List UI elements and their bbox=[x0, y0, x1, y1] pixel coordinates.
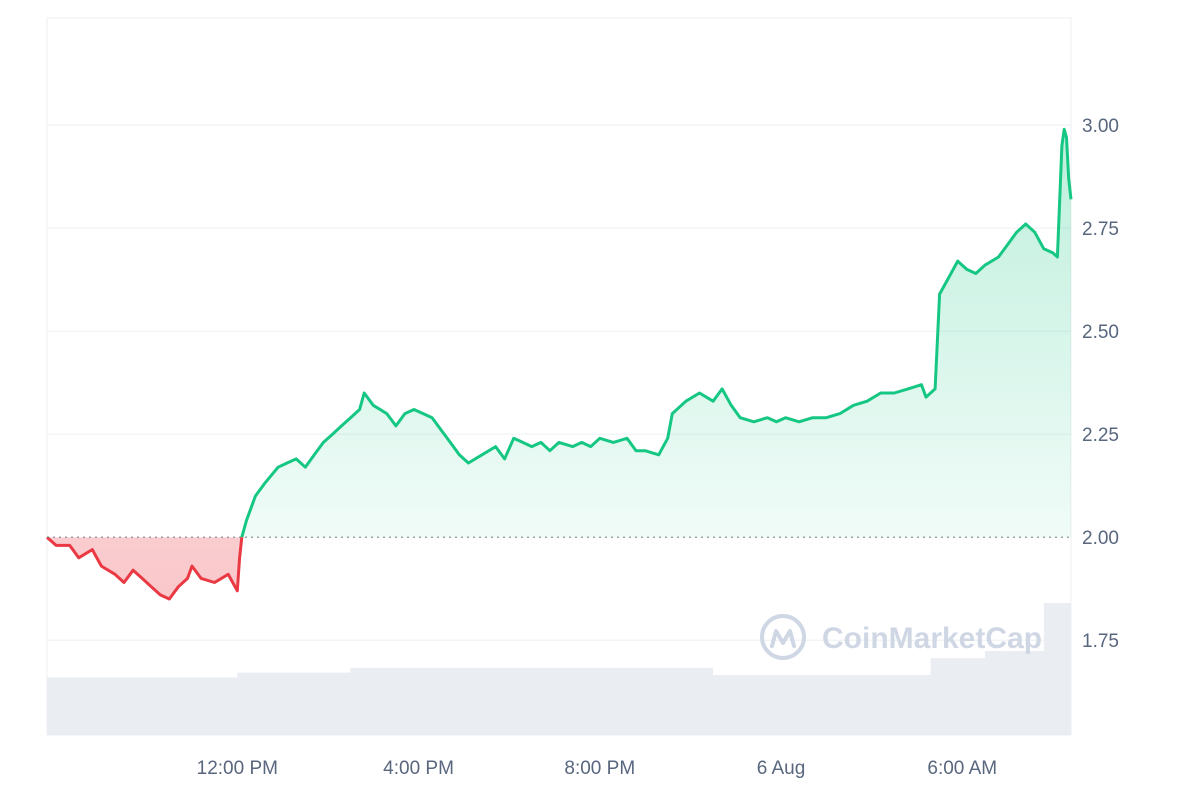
x-tick-label: 6 Aug bbox=[757, 758, 806, 779]
volume-bar bbox=[1043, 603, 1071, 735]
price-line-down bbox=[45, 537, 244, 601]
y-axis: 1.75 2.00 2.25 2.50 2.75 3.00 bbox=[1082, 116, 1119, 652]
x-tick-label: 8:00 PM bbox=[564, 758, 635, 779]
volume-bar bbox=[930, 658, 985, 735]
price-lines bbox=[45, 127, 1073, 601]
y-tick-label: 3.00 bbox=[1082, 116, 1119, 137]
y-tick-label: 2.50 bbox=[1082, 322, 1119, 343]
price-areas bbox=[47, 129, 1071, 599]
volume-bar bbox=[713, 675, 931, 735]
x-tick-label: 12:00 PM bbox=[197, 758, 278, 779]
volume-bars bbox=[47, 603, 1071, 735]
volume-bar bbox=[237, 672, 351, 735]
volume-bar bbox=[350, 667, 714, 735]
watermark: CoinMarketCap bbox=[760, 614, 1042, 660]
x-tick-label: 4:00 PM bbox=[383, 758, 454, 779]
y-tick-label: 2.75 bbox=[1082, 219, 1119, 240]
y-tick-label: 2.00 bbox=[1082, 528, 1119, 549]
area-above-baseline bbox=[47, 129, 1071, 538]
area-below-baseline bbox=[47, 537, 242, 599]
volume-bar bbox=[47, 677, 238, 735]
x-tick-label: 6:00 AM bbox=[927, 758, 997, 779]
x-axis: 12:00 PM 4:00 PM 8:00 PM 6 Aug 6:00 AM bbox=[197, 758, 997, 779]
volume-bar bbox=[984, 651, 1044, 735]
price-line-up bbox=[46, 127, 1073, 538]
y-tick-label: 1.75 bbox=[1082, 631, 1119, 652]
coinmarketcap-logo-icon bbox=[760, 614, 806, 660]
y-tick-label: 2.25 bbox=[1082, 425, 1119, 446]
watermark-text: CoinMarketCap bbox=[822, 622, 1042, 655]
